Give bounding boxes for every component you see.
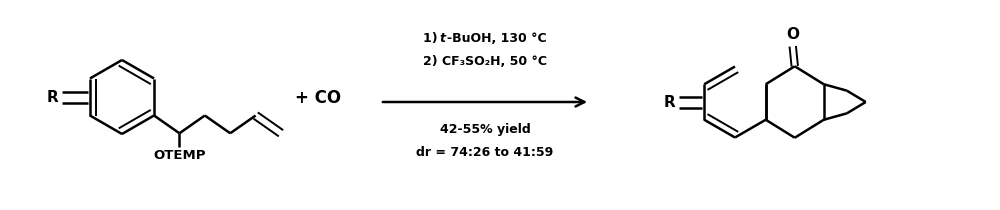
Text: -BuOH, 130 °C: -BuOH, 130 °C xyxy=(447,32,547,45)
Text: dr = 74:26 to 41:59: dr = 74:26 to 41:59 xyxy=(416,147,554,160)
Text: 42-55% yield: 42-55% yield xyxy=(440,123,530,136)
Text: OTEMP: OTEMP xyxy=(153,149,206,162)
Text: 2) CF₃SO₂H, 50 °C: 2) CF₃SO₂H, 50 °C xyxy=(423,55,547,67)
Text: t: t xyxy=(439,32,445,45)
Text: O: O xyxy=(786,27,799,42)
Text: 1): 1) xyxy=(423,32,442,45)
Text: R: R xyxy=(664,94,675,109)
Text: R: R xyxy=(46,89,58,105)
Text: + CO: + CO xyxy=(295,89,341,107)
